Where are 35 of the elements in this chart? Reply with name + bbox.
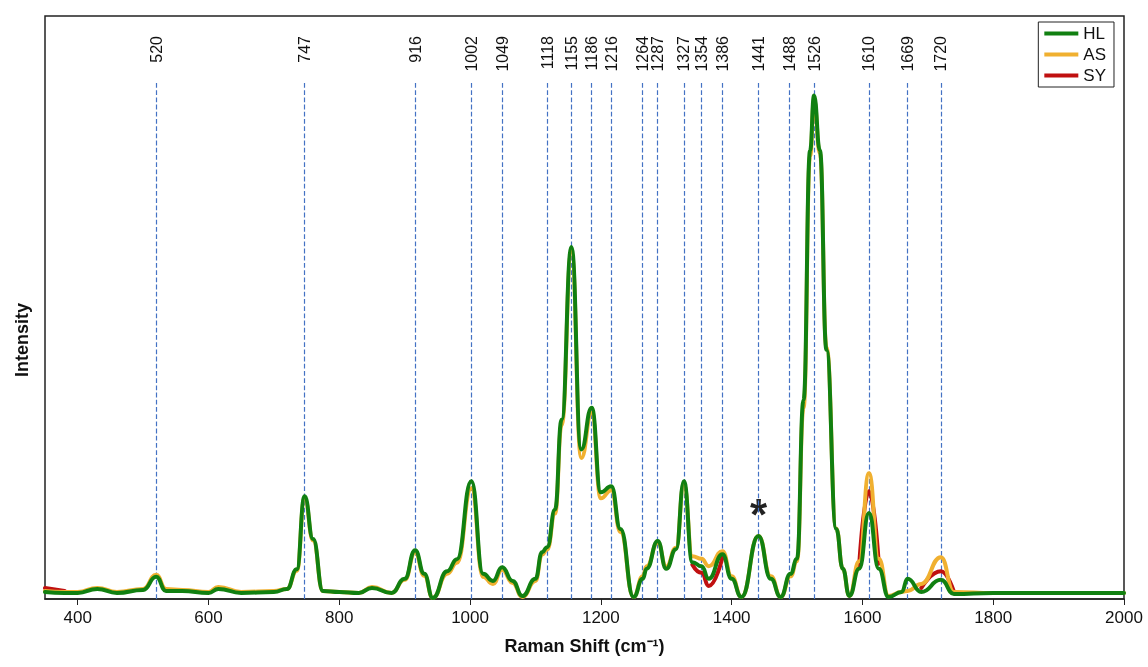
x-tick-label: 800 [325, 608, 354, 627]
x-tick-label: 600 [194, 608, 223, 627]
ref-line-label: 1327 [675, 35, 693, 72]
ref-line-label: 520 [147, 35, 165, 63]
x-tick-label: 1400 [712, 608, 751, 627]
ref-line-label: 916 [406, 35, 424, 63]
ref-line-label: 1118 [538, 35, 556, 70]
ref-line-label: 1216 [602, 35, 620, 72]
ref-line-label: 1488 [780, 35, 798, 72]
x-tick-label: 2000 [1105, 608, 1143, 627]
ref-line-label: 1002 [462, 35, 480, 72]
y-axis-title: Intensity [12, 302, 32, 378]
ref-line-label: 1526 [805, 35, 823, 72]
ref-line-label: 1386 [713, 35, 731, 72]
x-tick-label: 1600 [843, 608, 882, 627]
ref-line-label: 1441 [749, 35, 767, 72]
ref-line-label: 1049 [493, 35, 511, 72]
ref-line-label: 747 [296, 35, 314, 63]
ref-line-label: 1669 [899, 35, 917, 72]
legend-label: AS [1083, 45, 1107, 64]
ref-line-label: 1610 [860, 35, 878, 72]
ref-line-label: 1186 [583, 35, 601, 71]
x-tick-label: 1000 [451, 608, 489, 627]
legend-label: HL [1083, 24, 1106, 43]
x-tick-label: 400 [63, 608, 92, 627]
ref-line-label: 1354 [693, 35, 711, 72]
x-tick-label: 1200 [581, 608, 620, 627]
ref-line-label: 1264 [634, 35, 652, 72]
annotation: * [749, 489, 768, 539]
ref-line-label: 1720 [932, 35, 950, 72]
ref-line-label: 1287 [649, 35, 667, 72]
ref-line-label: 1155 [562, 35, 580, 71]
x-tick-label: 1800 [974, 608, 1013, 627]
legend-label: SY [1083, 66, 1107, 85]
x-axis-title: Raman Shift (cm⁻¹) [504, 636, 665, 656]
